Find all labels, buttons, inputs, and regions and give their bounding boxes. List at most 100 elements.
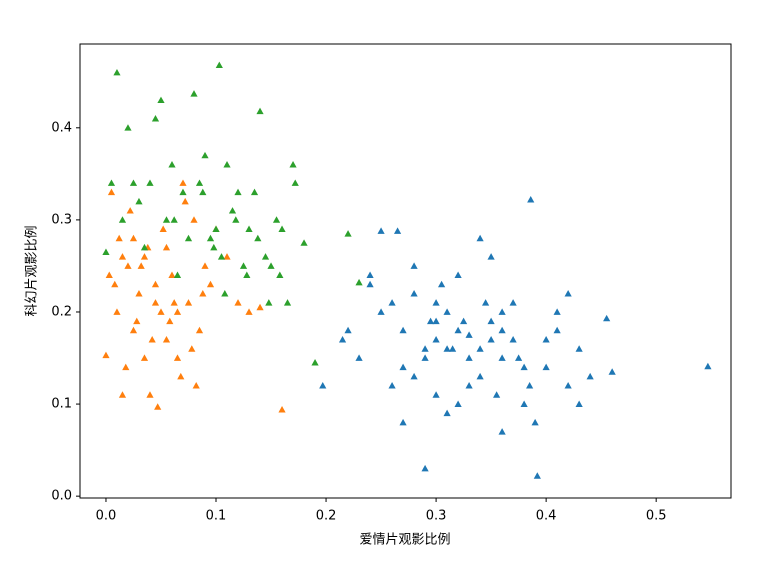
point (206, 234, 215, 242)
point (217, 253, 226, 260)
y-tick-label: 0.1 (51, 397, 72, 412)
point (239, 262, 248, 269)
point (166, 317, 174, 325)
point (393, 227, 402, 234)
point (188, 345, 196, 352)
point (432, 317, 440, 325)
point (487, 317, 495, 325)
point (278, 225, 286, 232)
x-tick-label: 0.2 (316, 509, 337, 524)
point (278, 405, 286, 413)
point (157, 308, 165, 315)
point (454, 400, 462, 407)
point (107, 179, 116, 186)
point (564, 382, 572, 389)
point (206, 280, 215, 288)
point (432, 299, 440, 306)
point (311, 359, 319, 366)
point (520, 400, 528, 407)
point (493, 391, 501, 398)
point (465, 331, 473, 338)
point (526, 382, 534, 389)
point (181, 197, 189, 205)
point (245, 225, 253, 232)
point (221, 289, 229, 297)
point (399, 418, 407, 426)
point (107, 188, 116, 196)
point (388, 299, 396, 306)
point (168, 271, 176, 279)
point (151, 280, 160, 288)
point (179, 179, 187, 186)
point (443, 308, 451, 315)
point (377, 227, 385, 234)
point (553, 326, 561, 334)
point (300, 239, 308, 246)
point (146, 179, 154, 186)
point (338, 336, 347, 343)
plot-frame (79, 43, 732, 499)
point (498, 354, 506, 361)
point (291, 179, 299, 186)
point (454, 271, 462, 279)
point (192, 382, 200, 389)
point (115, 234, 123, 242)
point (437, 280, 446, 288)
point (140, 243, 149, 251)
x-tick-label: 0.5 (646, 509, 667, 524)
point (243, 271, 251, 279)
point (173, 271, 182, 279)
point (410, 262, 418, 269)
point (476, 234, 484, 242)
point (195, 326, 204, 334)
point (111, 280, 119, 288)
point (515, 354, 523, 361)
point (465, 354, 473, 361)
point (201, 262, 209, 269)
point (283, 299, 292, 306)
y-tick-label: 0.3 (51, 212, 72, 227)
point (135, 197, 143, 205)
point (151, 114, 160, 122)
point (443, 409, 451, 417)
point (140, 354, 149, 361)
point (575, 400, 583, 407)
point (355, 354, 363, 361)
point (289, 161, 297, 168)
point (366, 280, 374, 288)
y-tick-label: 0.2 (51, 304, 72, 319)
x-tick-label: 0.3 (426, 509, 447, 524)
point (410, 289, 418, 297)
point (173, 354, 182, 361)
point (388, 382, 396, 389)
point (190, 90, 198, 97)
point (137, 262, 145, 269)
y-tick-label: 0.0 (51, 489, 72, 504)
y-tick-label: 0.4 (51, 120, 72, 135)
point (399, 363, 407, 371)
point (195, 179, 204, 186)
x-tick-label: 0.4 (536, 509, 557, 524)
point (254, 234, 262, 242)
point (223, 253, 231, 260)
point (256, 107, 264, 115)
point (212, 225, 220, 232)
point (118, 216, 127, 223)
point (421, 354, 429, 361)
point (129, 179, 138, 186)
point (527, 196, 535, 203)
point (199, 289, 207, 297)
y-axis-label: 科幻片观影比例 (25, 225, 40, 316)
point (232, 216, 240, 223)
point (586, 372, 594, 380)
point (261, 253, 270, 260)
point (498, 326, 506, 334)
point (162, 243, 171, 251)
point (531, 418, 539, 426)
point (542, 336, 550, 343)
point (234, 299, 242, 306)
point (476, 372, 484, 380)
point (603, 314, 611, 322)
point (162, 216, 171, 223)
